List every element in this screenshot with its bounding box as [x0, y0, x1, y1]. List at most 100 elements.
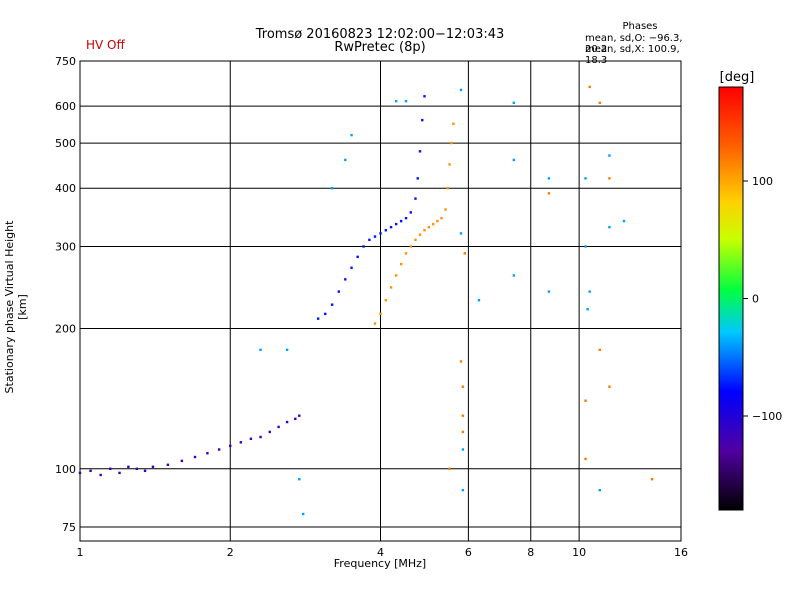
data-point: [151, 465, 155, 468]
data-point: [650, 477, 654, 481]
data-point: [384, 299, 388, 302]
data-point: [373, 322, 377, 325]
data-point: [588, 290, 591, 293]
data-point: [394, 99, 398, 103]
data-point: [452, 122, 455, 125]
data-point: [450, 141, 453, 145]
data-point: [414, 197, 417, 200]
x-tick-label: 1: [77, 546, 84, 559]
phase-x-stats: mean, sd,X: 100.9, 18.3: [585, 44, 680, 66]
data-point: [285, 348, 289, 352]
x-tick-label: 8: [527, 546, 534, 559]
data-point: [166, 463, 170, 467]
data-point: [399, 219, 403, 223]
data-point: [89, 469, 92, 473]
chart-subtitle: RwPretec (8p): [334, 40, 426, 55]
data-point: [404, 252, 408, 255]
x-tick-label: 16: [674, 546, 688, 559]
data-point: [547, 192, 551, 195]
phases-heading: Phases: [622, 21, 658, 32]
data-point: [477, 299, 481, 302]
y-tick-label: 500: [55, 137, 76, 150]
x-tick-label: 2: [227, 546, 234, 559]
data-point: [344, 278, 347, 281]
y-tick-label: 200: [55, 323, 76, 336]
data-point: [277, 425, 280, 429]
data-point: [512, 274, 516, 277]
hv-status: HV Off: [86, 38, 125, 52]
data-point: [547, 177, 551, 180]
data-point: [584, 457, 587, 461]
data-point: [608, 385, 611, 388]
data-point: [586, 308, 589, 311]
x-axis-label: Frequency [MHz]: [333, 557, 427, 570]
data-point: [608, 154, 611, 157]
data-point: [384, 229, 388, 232]
y-tick-label: 400: [55, 182, 76, 195]
data-point: [379, 232, 382, 235]
data-point: [330, 303, 334, 306]
data-point: [229, 444, 232, 448]
x-tick-label: 4: [377, 546, 384, 559]
data-point: [143, 469, 147, 473]
data-point: [463, 252, 466, 255]
data-point: [461, 430, 465, 434]
data-point: [324, 312, 327, 316]
data-point: [423, 95, 426, 98]
y-axis-ticks: 75 100 200 300 400 500 600 750: [55, 55, 76, 534]
data-point: [414, 238, 417, 242]
data-point: [446, 187, 449, 190]
data-point: [461, 488, 465, 492]
data-point: [421, 118, 424, 122]
data-point: [512, 101, 516, 105]
data-point: [461, 385, 465, 388]
data-point: [259, 348, 262, 352]
data-point: [193, 455, 197, 459]
data-point: [249, 437, 253, 440]
data-point: [394, 274, 398, 277]
colorbar-tick-label: 100: [752, 175, 773, 188]
data-point: [368, 238, 371, 242]
x-tick-label: 6: [465, 546, 472, 559]
data-point: [512, 158, 516, 162]
data-point: [217, 448, 221, 451]
data-point: [298, 414, 301, 417]
phase-o-stats: mean, sd,O: −96.3, 20.2: [585, 33, 683, 55]
data-point: [268, 430, 271, 434]
data-point: [379, 312, 382, 316]
x-tick-label: 10: [572, 546, 586, 559]
data-point: [389, 225, 393, 229]
data-point: [404, 216, 408, 220]
colorbar-tick-label: 0: [752, 293, 759, 306]
data-point: [118, 471, 121, 475]
data-point: [461, 414, 465, 417]
data-point: [459, 232, 463, 235]
data-point: [461, 448, 465, 451]
data-point: [598, 348, 601, 352]
data-point: [459, 360, 463, 363]
data-point: [423, 229, 426, 232]
grid-lines: [80, 60, 681, 541]
data-point: [588, 85, 591, 89]
data-point: [547, 290, 551, 293]
plot-frame: [79, 60, 682, 542]
data-point: [239, 441, 243, 444]
data-point: [418, 150, 422, 153]
data-point: [608, 177, 611, 180]
scatter-points: [78, 85, 654, 516]
data-point: [350, 133, 353, 137]
data-point: [78, 471, 82, 475]
data-point: [99, 473, 102, 477]
data-point: [373, 235, 377, 238]
y-tick-label: 600: [55, 100, 76, 113]
data-point: [180, 459, 184, 463]
data-point: [330, 187, 334, 190]
data-point: [448, 163, 451, 166]
data-point: [459, 88, 463, 92]
data-point: [301, 512, 305, 516]
data-point: [285, 420, 289, 424]
data-point: [436, 219, 439, 223]
data-point: [409, 245, 412, 248]
colorbar-unit: [deg]: [719, 70, 755, 85]
data-point: [427, 225, 431, 229]
